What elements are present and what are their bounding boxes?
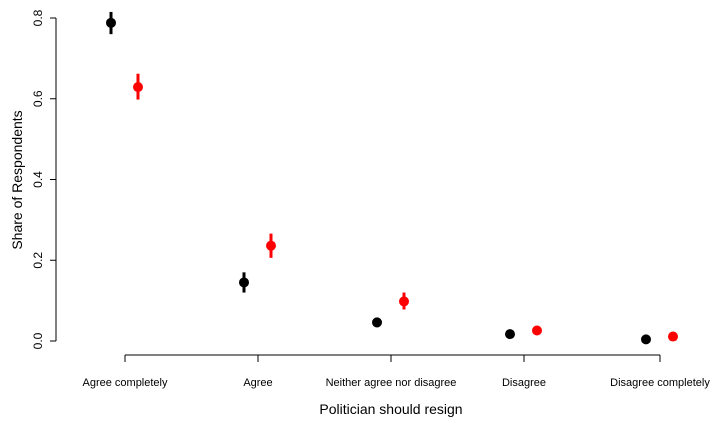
x-tick-label: Agree completely	[83, 377, 168, 389]
data-point	[505, 329, 515, 340]
x-tick-label: Agree	[243, 377, 272, 389]
data-point	[372, 317, 382, 328]
data-point	[266, 240, 276, 251]
data-point	[133, 82, 143, 93]
data-point	[239, 277, 249, 288]
x-tick-label: Disagree	[502, 377, 546, 389]
data-point	[106, 17, 116, 28]
data-point	[668, 331, 678, 342]
y-tick-label: 0.6	[31, 90, 45, 107]
plot-marks	[106, 11, 678, 345]
data-point	[641, 334, 651, 345]
data-point	[532, 325, 542, 336]
x-axis: Agree completely Agree Neither agree nor d…	[83, 354, 710, 389]
y-axis: 0.0 0.2 0.4 0.6 0.8	[31, 9, 57, 349]
y-axis-title: Share of Respondents	[9, 110, 25, 249]
x-axis-title: Politician should resign	[319, 401, 462, 417]
data-point	[399, 296, 409, 307]
y-tick-label: 0.2	[31, 252, 45, 269]
y-tick-label: 0.0	[31, 332, 45, 349]
y-tick-label: 0.4	[31, 171, 45, 188]
x-tick-label: Disagree completely	[610, 377, 710, 389]
y-tick-label: 0.8	[31, 9, 45, 26]
x-tick-label: Neither agree nor disagree	[326, 377, 457, 389]
